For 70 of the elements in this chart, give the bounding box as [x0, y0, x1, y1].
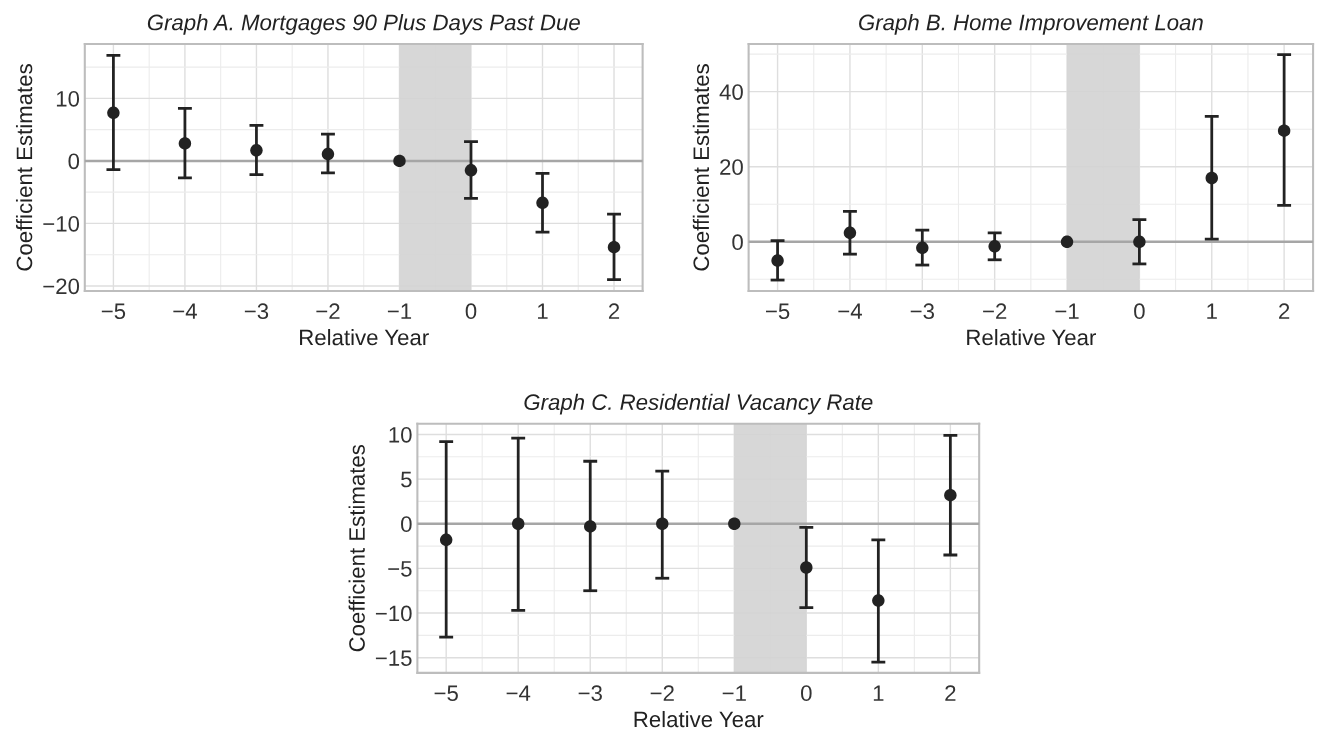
- point: [439, 533, 453, 547]
- y-tick-label: 10: [389, 426, 412, 443]
- point: [1060, 235, 1074, 248]
- y-tick-label: 10: [56, 90, 80, 107]
- point: [800, 561, 813, 574]
- x-tick-label: −1: [387, 303, 412, 319]
- x-tick-label: 0: [1134, 303, 1145, 320]
- x-tick-label: −3: [244, 303, 269, 320]
- point: [771, 254, 784, 267]
- y-tick-label: 5: [401, 471, 412, 488]
- point: [536, 196, 549, 210]
- point: [607, 240, 621, 254]
- x-tick-label: −5: [766, 303, 790, 320]
- x-tick-label: 1: [538, 303, 548, 319]
- x-tick-label: 0: [801, 685, 812, 702]
- point: [178, 137, 192, 150]
- chart-title: Graph A. Mortgages 90 Plus Days Past Due: [147, 14, 580, 35]
- point: [464, 164, 478, 177]
- x-tick-label: −4: [173, 303, 197, 319]
- point: [944, 488, 957, 502]
- x-tick-label: −2: [316, 303, 340, 319]
- y-tick-label: −5: [388, 561, 412, 577]
- chart-title: Graph C. Residential Vacancy Rate: [524, 393, 873, 415]
- x-tick-label: −2: [983, 303, 1007, 319]
- y-tick-label: 20: [720, 159, 743, 175]
- y-tick-label: 0: [401, 516, 412, 533]
- x-axis-title: Relative Year: [634, 710, 764, 728]
- x-tick-label: 1: [873, 685, 884, 701]
- x-tick-label: −1: [722, 685, 746, 701]
- point: [728, 517, 741, 530]
- point: [1205, 171, 1218, 185]
- point: [843, 226, 857, 239]
- x-tick-label: −2: [650, 685, 674, 701]
- x-axis-title: Relative Year: [967, 329, 1096, 346]
- x-tick-label: −1: [1055, 303, 1079, 319]
- x-tick-label: −4: [838, 303, 862, 319]
- point: [250, 144, 263, 157]
- point: [393, 154, 406, 168]
- point: [512, 517, 525, 530]
- y-tick-label: −10: [375, 605, 412, 622]
- point: [656, 517, 669, 530]
- y-tick-label: −20: [43, 278, 80, 295]
- y-axis-title: Coefficient Estimates: [692, 64, 710, 271]
- point: [916, 241, 929, 254]
- point: [872, 594, 885, 607]
- y-tick-label: 40: [719, 84, 743, 100]
- point: [107, 106, 120, 119]
- point: [1277, 124, 1291, 137]
- x-tick-label: 0: [465, 303, 477, 320]
- y-tick-label: 0: [68, 153, 80, 170]
- point: [988, 240, 1001, 253]
- x-tick-label: 2: [608, 303, 620, 319]
- x-tick-label: −3: [578, 685, 602, 702]
- y-axis-title: Coefficient Estimates: [15, 64, 33, 271]
- chart-title: Graph B. Home Improvement Loan: [859, 14, 1203, 35]
- y-tick-label: −10: [43, 215, 80, 232]
- x-tick-label: 2: [1279, 303, 1290, 319]
- point: [1133, 235, 1146, 248]
- point: [321, 147, 335, 161]
- x-tick-label: −3: [910, 303, 934, 320]
- x-axis-title: Relative Year: [300, 329, 429, 346]
- x-tick-label: 2: [945, 685, 956, 701]
- x-tick-label: −5: [101, 303, 126, 320]
- y-axis-title: Coefficient Estimates: [348, 444, 365, 652]
- x-tick-label: 1: [1207, 303, 1217, 319]
- x-tick-label: −5: [434, 685, 458, 702]
- y-tick-label: 0: [732, 234, 743, 251]
- point: [584, 520, 597, 533]
- y-tick-label: −15: [375, 650, 412, 666]
- x-tick-label: −4: [506, 685, 531, 701]
